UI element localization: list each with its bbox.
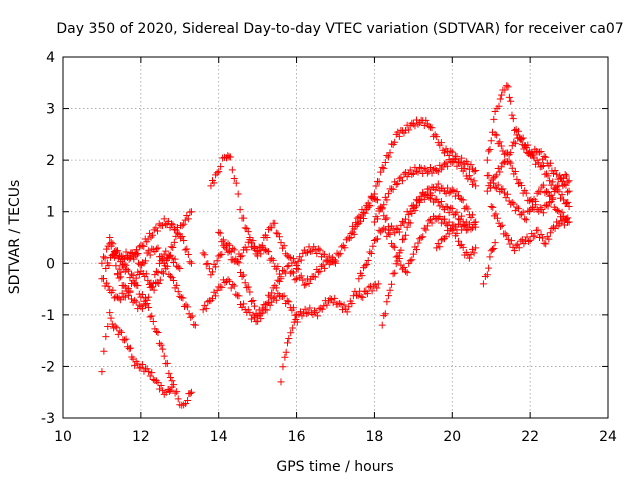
series-s22	[491, 130, 573, 217]
series-s9	[215, 219, 339, 269]
series-s16	[433, 221, 480, 262]
y-axis-label: SDTVAR / TECUs	[7, 180, 23, 295]
data-point-markers	[491, 130, 573, 217]
data-point-markers	[277, 280, 382, 386]
series-s3	[98, 240, 195, 409]
x-axis-label: GPS time / hours	[276, 459, 393, 475]
series-s15	[378, 180, 480, 329]
y-tick-label: 0	[46, 256, 55, 272]
data-point-markers	[207, 152, 301, 284]
y-tick-label: 4	[46, 50, 55, 66]
x-tick-label: 20	[443, 429, 461, 445]
data-points	[98, 82, 573, 409]
data-point-markers	[487, 203, 573, 255]
x-tick-label: 12	[132, 429, 150, 445]
y-tick-label: 1	[46, 205, 55, 221]
x-tick-label: 10	[54, 429, 72, 445]
series-s10	[277, 280, 382, 386]
y-tick-label: 2	[46, 153, 55, 169]
series-s7	[199, 276, 301, 326]
data-point-markers	[106, 234, 184, 313]
series-s2	[98, 244, 199, 329]
plot-frame	[62, 56, 609, 419]
y-tick-label: -1	[41, 308, 55, 324]
y-tick-label: 3	[46, 102, 55, 118]
series-s8	[207, 152, 301, 284]
y-tick-label: -3	[41, 411, 55, 427]
x-tick-label: 22	[521, 429, 539, 445]
series-s14	[370, 156, 480, 226]
series-s23	[106, 234, 184, 313]
data-point-markers	[378, 180, 480, 329]
chart-title: Day 350 of 2020, Sidereal Day-to-day VTE…	[56, 21, 623, 37]
data-point-markers	[479, 239, 499, 288]
series-s21	[487, 203, 573, 255]
series-s13	[347, 116, 480, 241]
x-tick-label: 14	[210, 429, 228, 445]
data-point-markers	[347, 116, 480, 241]
x-tick-label: 16	[288, 429, 306, 445]
data-point-markers	[433, 221, 480, 262]
series-s17	[479, 239, 499, 288]
data-point-markers	[199, 276, 301, 326]
data-point-markers	[98, 244, 199, 329]
data-point-markers	[215, 219, 339, 269]
series-s18	[483, 82, 573, 196]
data-point-markers	[98, 240, 195, 409]
data-point-markers	[370, 156, 480, 226]
series-s1	[98, 309, 176, 398]
data-point-markers	[483, 82, 573, 196]
data-point-markers	[98, 309, 176, 398]
x-tick-label: 18	[366, 429, 384, 445]
y-tick-label: -2	[41, 359, 55, 375]
x-tick-label: 24	[599, 429, 617, 445]
